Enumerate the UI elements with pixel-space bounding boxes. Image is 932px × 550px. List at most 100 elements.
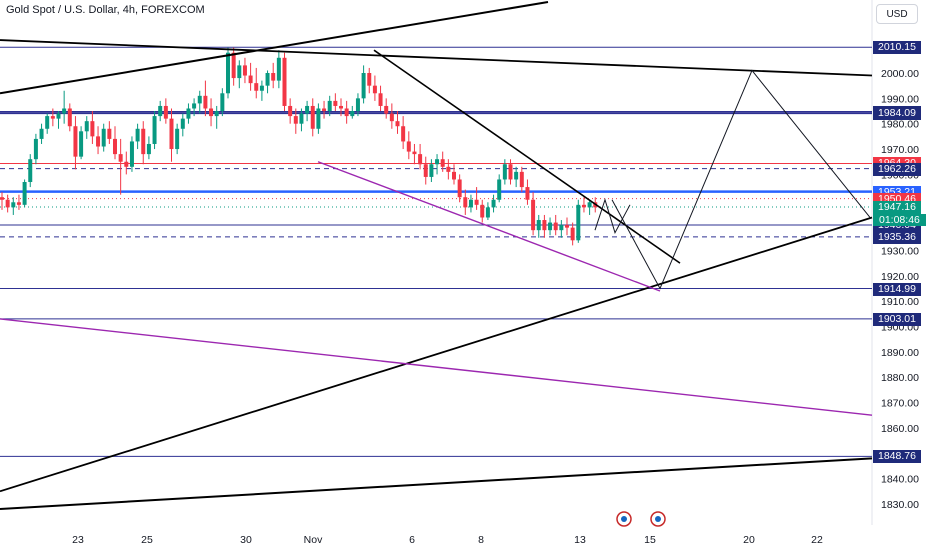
candle-body	[11, 202, 16, 208]
event-flag-dot	[655, 516, 661, 522]
candle-body	[440, 159, 445, 167]
candle-body	[531, 199, 536, 231]
candle-body	[271, 73, 276, 81]
candle-body	[67, 108, 72, 127]
candle-body	[395, 121, 400, 127]
candle-body	[33, 138, 38, 160]
candle-body	[293, 116, 298, 124]
projection-path	[611, 69, 871, 290]
candle-body	[259, 85, 264, 91]
candle-body	[50, 116, 55, 119]
candle-body	[16, 202, 21, 205]
candle-body	[220, 93, 225, 112]
candle-body	[468, 199, 473, 208]
candle-body	[158, 105, 163, 117]
price-label-1984.09: 1984.09	[873, 107, 921, 121]
candle-body	[322, 108, 327, 112]
candle-body	[344, 108, 349, 117]
candle-body	[514, 171, 519, 180]
price-label-1935.36: 1935.36	[873, 230, 921, 244]
candle-body	[587, 202, 592, 208]
candle-body	[389, 113, 394, 122]
candle-body	[429, 164, 434, 177]
currency-selector[interactable]: USD	[876, 4, 918, 24]
x-tick-label: 23	[72, 534, 84, 546]
candle-body	[101, 128, 106, 147]
candle-body	[435, 159, 440, 165]
candle-body	[565, 225, 569, 228]
candle-body	[118, 154, 123, 162]
candle-body	[502, 164, 507, 180]
x-tick-label: 15	[644, 534, 656, 546]
candle-body	[542, 220, 547, 231]
candle-body	[226, 52, 230, 94]
candle-body	[406, 141, 411, 152]
price-label-1947.16: 1947.16	[873, 200, 921, 214]
price-label-1962.26: 1962.26	[873, 162, 921, 176]
candle-body	[497, 179, 502, 200]
candle-body	[129, 141, 134, 167]
candle-body	[96, 136, 101, 147]
candle-body	[548, 222, 553, 231]
x-tick-label: 8	[478, 534, 484, 546]
candle-body	[265, 73, 270, 86]
y-tick-label: 1890.00	[881, 347, 919, 359]
candle-body	[361, 73, 366, 99]
x-tick-label: Nov	[304, 534, 323, 546]
candle-body	[141, 128, 146, 155]
candle-body	[0, 197, 4, 200]
candle-body	[384, 105, 389, 114]
candle-body	[186, 108, 191, 119]
candle-body	[248, 75, 253, 84]
candle-body	[457, 179, 462, 198]
price-label-1848.76: 1848.76	[873, 450, 921, 464]
candle-body	[169, 118, 174, 150]
candle-body	[378, 93, 383, 106]
candle-body	[299, 113, 304, 124]
y-tick-label: 1910.00	[881, 296, 919, 308]
candle-body	[242, 65, 247, 76]
candle-body	[350, 111, 355, 117]
chart-title: Gold Spot / U.S. Dollar, 4h, FOREXCOM	[6, 4, 205, 16]
x-tick-label: 22	[811, 534, 823, 546]
candle-body	[152, 116, 157, 144]
price-label-2010.15: 2010.15	[873, 41, 921, 55]
trendline-purple-descending	[317, 161, 661, 292]
candle-body	[214, 111, 219, 117]
y-tick-label: 1880.00	[881, 372, 919, 384]
y-tick-label: 2000.00	[881, 68, 919, 80]
candle-body	[305, 105, 310, 114]
candle-body	[288, 105, 293, 117]
candle-body	[5, 199, 10, 208]
trendline-upper-falling	[0, 39, 873, 77]
event-flag-dot	[621, 516, 627, 522]
trendline-descending-resistance	[373, 49, 681, 264]
candle-body	[576, 204, 581, 241]
candle-body	[485, 207, 490, 218]
candle-body	[79, 131, 84, 157]
y-tick-label: 1990.00	[881, 93, 919, 105]
candle-body	[423, 164, 428, 177]
candle-body	[62, 108, 67, 114]
candle-body	[355, 98, 360, 112]
y-tick-label: 1970.00	[881, 144, 919, 156]
candle-body	[163, 105, 168, 119]
y-tick-label: 1980.00	[881, 119, 919, 131]
candle-body	[197, 95, 202, 104]
candle-body	[401, 126, 406, 142]
y-tick-label: 1920.00	[881, 271, 919, 283]
candle-body	[146, 143, 151, 155]
candle-body	[327, 100, 332, 112]
candle-body	[192, 103, 197, 109]
trendline-upper-rising	[0, 1, 549, 95]
candle-body	[452, 171, 456, 180]
candle-body	[559, 225, 564, 231]
y-tick-label: 1870.00	[881, 398, 919, 410]
x-tick-label: 25	[141, 534, 153, 546]
x-tick-label: 30	[240, 534, 252, 546]
countdown-label: 01:08:46	[873, 213, 926, 226]
candle-body	[113, 138, 117, 155]
candle-body	[418, 154, 423, 165]
